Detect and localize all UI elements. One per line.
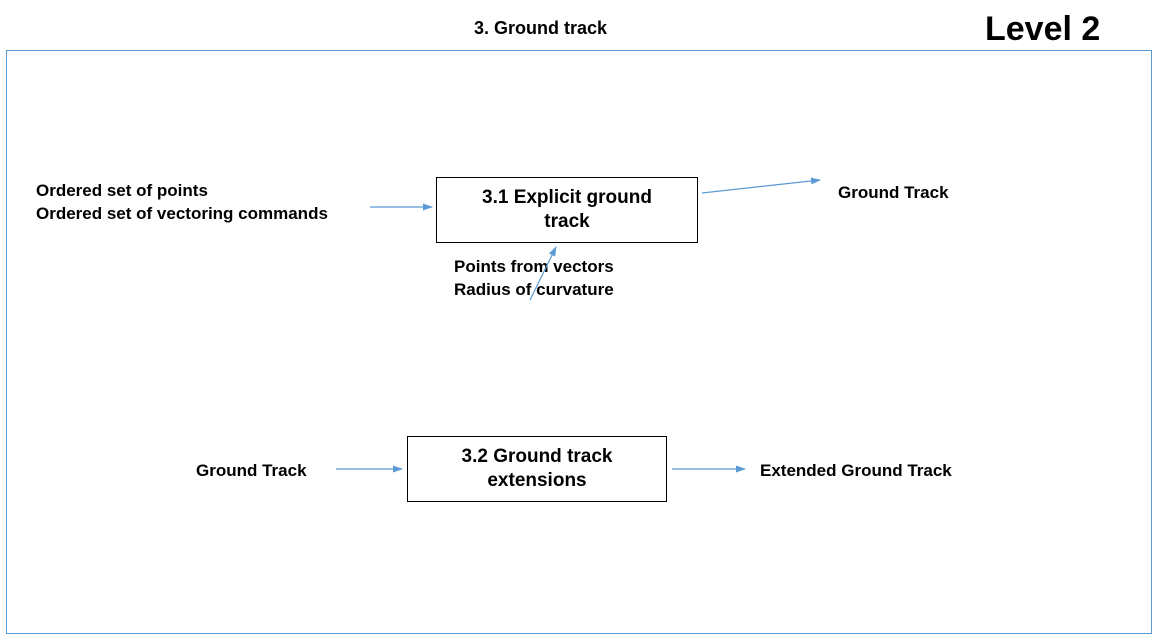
diagram-title: 3. Ground track [474, 18, 607, 39]
label-line: Ordered set of points [36, 180, 328, 203]
box-explicit-ground-track: 3.1 Explicit ground track [436, 177, 698, 243]
label-line: Points from vectors [454, 256, 614, 279]
label-line: Ordered set of vectoring commands [36, 203, 328, 226]
below-box-label: Points from vectors Radius of curvature [454, 256, 614, 302]
input-label-top: Ordered set of points Ordered set of vec… [36, 180, 328, 226]
box-label: 3.1 Explicit ground track [482, 186, 652, 234]
output-label-bottom: Extended Ground Track [760, 460, 952, 483]
input-label-bottom: Ground Track [196, 460, 307, 483]
diagram-frame [6, 50, 1152, 634]
box-label: 3.2 Ground track extensions [462, 445, 613, 493]
output-label-top: Ground Track [838, 182, 949, 205]
label-line: Radius of curvature [454, 279, 614, 302]
box-ground-track-extensions: 3.2 Ground track extensions [407, 436, 667, 502]
level-label: Level 2 [985, 10, 1100, 49]
